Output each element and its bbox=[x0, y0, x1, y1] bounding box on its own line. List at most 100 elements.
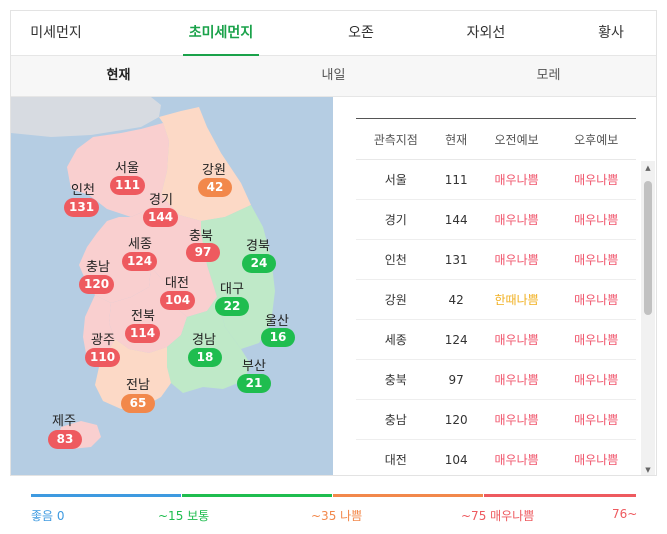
cell-station: 충남 bbox=[356, 399, 436, 440]
cell-current: 111 bbox=[435, 159, 477, 200]
table-header-row: 관측지점 현재 오전예보 오후예보 bbox=[356, 118, 636, 160]
gyeongbuk-area bbox=[201, 205, 275, 349]
cell-am-forecast: 매우나쁨 bbox=[476, 319, 557, 360]
gyeonggi-area bbox=[67, 123, 169, 217]
cell-pm-forecast: 매우나쁨 bbox=[556, 359, 636, 400]
legend-label-good: 좋음 0 bbox=[31, 509, 65, 523]
cell-pm-forecast: 매우나쁨 bbox=[556, 399, 636, 440]
cell-am-forecast: 매우나쁨 bbox=[476, 399, 557, 440]
cell-current: 144 bbox=[435, 199, 477, 240]
tab-uv[interactable]: 자외선 bbox=[466, 25, 506, 41]
subtab-tomorrow[interactable]: 내일 bbox=[321, 68, 346, 83]
table-row: 서울 111 매우나쁨 매우나쁨 bbox=[356, 159, 636, 200]
region-value-gyeongbuk[interactable]: 24 bbox=[242, 254, 276, 273]
subtab-day-after[interactable]: 모레 bbox=[536, 68, 561, 83]
region-name-jeonnam: 전남 bbox=[126, 378, 150, 393]
cell-pm-forecast: 매우나쁨 bbox=[556, 199, 636, 240]
table-row: 경기 144 매우나쁨 매우나쁨 bbox=[356, 199, 636, 240]
cell-pm-forecast: 매우나쁨 bbox=[556, 239, 636, 280]
cell-pm-forecast: 매우나쁨 bbox=[556, 439, 636, 475]
korea-map: 서울 111 인천 131 경기 144 강원 42 충북 97 세종 124 … bbox=[11, 97, 333, 475]
region-name-gwangju: 광주 bbox=[91, 333, 115, 348]
cell-current: 104 bbox=[435, 439, 477, 475]
region-value-gwangju[interactable]: 110 bbox=[85, 348, 121, 367]
table-scrollbar[interactable]: ▲ ▼ bbox=[641, 161, 655, 475]
cell-pm-forecast: 매우나쁨 bbox=[556, 279, 636, 320]
cell-current: 120 bbox=[435, 399, 477, 440]
table-row: 충북 97 매우나쁨 매우나쁨 bbox=[356, 359, 636, 400]
scroll-down-arrow-icon[interactable]: ▼ bbox=[645, 466, 651, 474]
cell-am-forecast: 매우나쁨 bbox=[476, 199, 557, 240]
region-name-gyeongnam: 경남 bbox=[192, 333, 216, 348]
cell-station: 경기 bbox=[356, 199, 436, 240]
region-value-jeju[interactable]: 83 bbox=[48, 430, 82, 449]
cell-pm-forecast: 매우나쁨 bbox=[556, 159, 636, 200]
legend-label-max: 76~ bbox=[612, 507, 638, 521]
cell-current: 131 bbox=[435, 239, 477, 280]
region-name-chungbuk: 충북 bbox=[189, 229, 213, 244]
region-value-gangwon[interactable]: 42 bbox=[198, 178, 232, 197]
table-row: 충남 120 매우나쁨 매우나쁨 bbox=[356, 399, 636, 440]
subtab-now[interactable]: 현재 bbox=[106, 68, 131, 83]
region-value-daejeon[interactable]: 104 bbox=[160, 291, 196, 310]
cell-station: 세종 bbox=[356, 319, 436, 360]
header-current: 현재 bbox=[435, 118, 477, 160]
region-value-jeonbuk[interactable]: 114 bbox=[125, 324, 161, 343]
pollutant-tabs: 미세먼지 초미세먼지 오존 자외선 황사 bbox=[11, 11, 656, 56]
cell-station: 인천 bbox=[356, 239, 436, 280]
legend-label-bad: ~35 나쁨 bbox=[311, 509, 363, 523]
region-name-jeonbuk: 전북 bbox=[131, 309, 155, 324]
region-name-daegu: 대구 bbox=[220, 282, 244, 297]
region-name-daejeon: 대전 bbox=[165, 276, 189, 291]
region-value-incheon[interactable]: 131 bbox=[64, 198, 100, 217]
table-row: 세종 124 매우나쁨 매우나쁨 bbox=[356, 319, 636, 360]
region-name-gyeonggi: 경기 bbox=[149, 193, 173, 208]
scroll-up-arrow-icon[interactable]: ▲ bbox=[645, 164, 651, 172]
region-name-seoul: 서울 bbox=[115, 161, 139, 176]
region-value-jeonnam[interactable]: 65 bbox=[121, 394, 155, 413]
cell-current: 42 bbox=[435, 279, 477, 320]
region-name-chungnam: 충남 bbox=[86, 260, 110, 275]
cell-station: 서울 bbox=[356, 159, 436, 200]
grade-legend: 좋음 0 ~15 보통 ~35 나쁨 ~75 매우나쁨 76~ bbox=[31, 494, 638, 524]
region-value-sejong[interactable]: 124 bbox=[122, 252, 158, 271]
gyeongnam-area bbox=[167, 297, 251, 393]
header-pm-forecast: 오후예보 bbox=[556, 118, 636, 160]
legend-bar-bad bbox=[333, 494, 483, 497]
region-value-daegu[interactable]: 22 bbox=[215, 297, 249, 316]
tab-fine-dust[interactable]: 미세먼지 bbox=[30, 25, 82, 41]
station-table: 관측지점 현재 오전예보 오후예보 서울 111 매우나쁨 매우나쁨 경기 14… bbox=[356, 118, 636, 475]
legend-bar-good bbox=[31, 494, 181, 497]
time-subtabs: 현재 내일 모레 bbox=[11, 56, 656, 97]
tab-ozone[interactable]: 오존 bbox=[348, 25, 374, 41]
region-name-jeju: 제주 bbox=[52, 414, 76, 429]
region-name-ulsan: 울산 bbox=[265, 314, 289, 329]
tab-ultrafine-dust[interactable]: 초미세먼지 bbox=[183, 11, 259, 56]
tab-yellow-dust[interactable]: 황사 bbox=[598, 25, 624, 41]
table-row: 인천 131 매우나쁨 매우나쁨 bbox=[356, 239, 636, 280]
legend-bar-normal bbox=[182, 494, 332, 497]
region-value-chungnam[interactable]: 120 bbox=[79, 275, 115, 294]
scrollbar-thumb[interactable] bbox=[644, 181, 652, 315]
region-value-chungbuk[interactable]: 97 bbox=[186, 243, 220, 262]
cell-am-forecast: 매우나쁨 bbox=[476, 439, 557, 475]
table-row: 강원 42 한때나쁨 매우나쁨 bbox=[356, 279, 636, 320]
air-quality-widget: 미세먼지 초미세먼지 오존 자외선 황사 현재 내일 모레 서울 111 인천 … bbox=[10, 10, 657, 476]
region-value-seoul[interactable]: 111 bbox=[110, 176, 146, 195]
table-row: 대전 104 매우나쁨 매우나쁨 bbox=[356, 439, 636, 475]
region-value-gyeonggi[interactable]: 144 bbox=[143, 208, 179, 227]
cell-current: 124 bbox=[435, 319, 477, 360]
cell-station: 강원 bbox=[356, 279, 436, 320]
region-name-gyeongbuk: 경북 bbox=[246, 239, 270, 254]
cell-am-forecast: 매우나쁨 bbox=[476, 359, 557, 400]
region-name-sejong: 세종 bbox=[128, 237, 152, 252]
region-name-gangwon: 강원 bbox=[202, 163, 226, 178]
region-name-incheon: 인천 bbox=[71, 183, 95, 198]
region-value-ulsan[interactable]: 16 bbox=[261, 328, 295, 347]
region-value-gyeongnam[interactable]: 18 bbox=[188, 348, 222, 367]
region-value-busan[interactable]: 21 bbox=[237, 374, 271, 393]
legend-bar-very-bad bbox=[484, 494, 636, 497]
cell-am-forecast: 한때나쁨 bbox=[476, 279, 557, 320]
cell-am-forecast: 매우나쁨 bbox=[476, 239, 557, 280]
legend-label-normal: ~15 보통 bbox=[158, 509, 210, 523]
